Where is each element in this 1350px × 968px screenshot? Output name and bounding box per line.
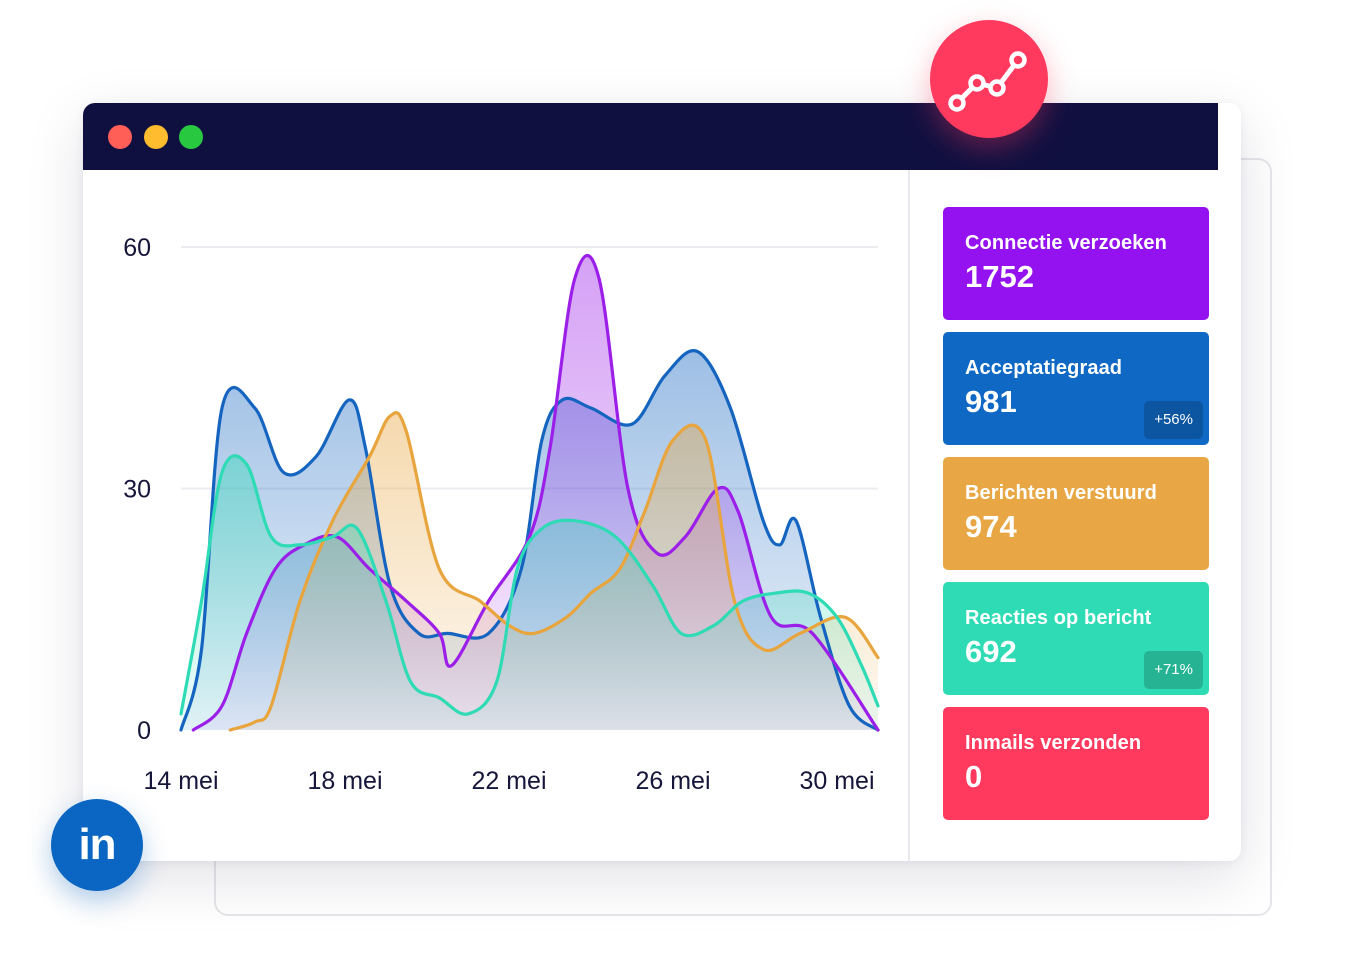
stat-label: Berichten verstuurd — [965, 482, 1157, 504]
x-tick-label: 26 mei — [635, 767, 710, 795]
stat-value: 981 — [965, 384, 1017, 419]
x-tick-label: 14 mei — [143, 767, 218, 795]
stat-label: Acceptatiegraad — [965, 357, 1123, 379]
y-tick-label: 0 — [137, 717, 151, 745]
stat-card-messages-sent[interactable]: Berichten verstuurd 974 — [943, 457, 1209, 570]
minimize-window-button[interactable] — [144, 125, 168, 149]
panel-divider — [908, 170, 910, 861]
stat-value: 974 — [965, 509, 1017, 544]
growth-badge: +71% — [1144, 651, 1203, 689]
line-chart-icon — [948, 51, 1027, 112]
stat-card-connection-requests[interactable]: Connectie verzoeken 1752 — [943, 207, 1209, 320]
series-line-berichten-verstuurd — [228, 411, 880, 732]
close-window-button[interactable] — [108, 125, 132, 149]
x-tick-label: 18 mei — [307, 767, 382, 795]
analytics-badge — [930, 20, 1048, 138]
stat-value: 1752 — [965, 259, 1034, 294]
activity-chart-svg: 60 30 0 14 mei 18 mei 22 mei 26 mei 30 mei — [123, 234, 880, 795]
series-line-reacties-op-bericht — [179, 454, 880, 716]
y-tick-label: 60 — [123, 234, 151, 262]
growth-badge: +56% — [1144, 401, 1203, 439]
stat-value: 0 — [965, 759, 983, 794]
app-window: 60 30 0 14 mei 18 mei 22 mei 26 mei 30 mei Conn… — [83, 103, 1241, 861]
linkedin-logo: in — [51, 799, 143, 891]
x-tick-label: 30 mei — [799, 767, 874, 795]
series-line-acceptatiegraad — [179, 349, 880, 732]
y-tick-label: 30 — [123, 476, 151, 504]
stat-card-inmails-sent[interactable]: Inmails verzonden 0 — [943, 707, 1209, 820]
activity-chart: 60 30 0 14 mei 18 mei 22 mei 26 mei 30 mei — [83, 170, 908, 861]
maximize-window-button[interactable] — [179, 125, 203, 149]
stat-value: 692 — [965, 634, 1017, 669]
stat-label: Connectie verzoeken — [965, 232, 1167, 254]
area-reacties-op-bericht — [181, 455, 878, 730]
stat-card-acceptance-rate[interactable]: Acceptatiegraad 981 +56% — [943, 332, 1209, 445]
x-tick-label: 22 mei — [471, 767, 546, 795]
stat-label: Inmails verzonden — [965, 732, 1142, 754]
stat-label: Reacties op bericht — [965, 607, 1152, 629]
stat-card-message-replies[interactable]: Reacties op bericht 692 +71% — [943, 582, 1209, 695]
